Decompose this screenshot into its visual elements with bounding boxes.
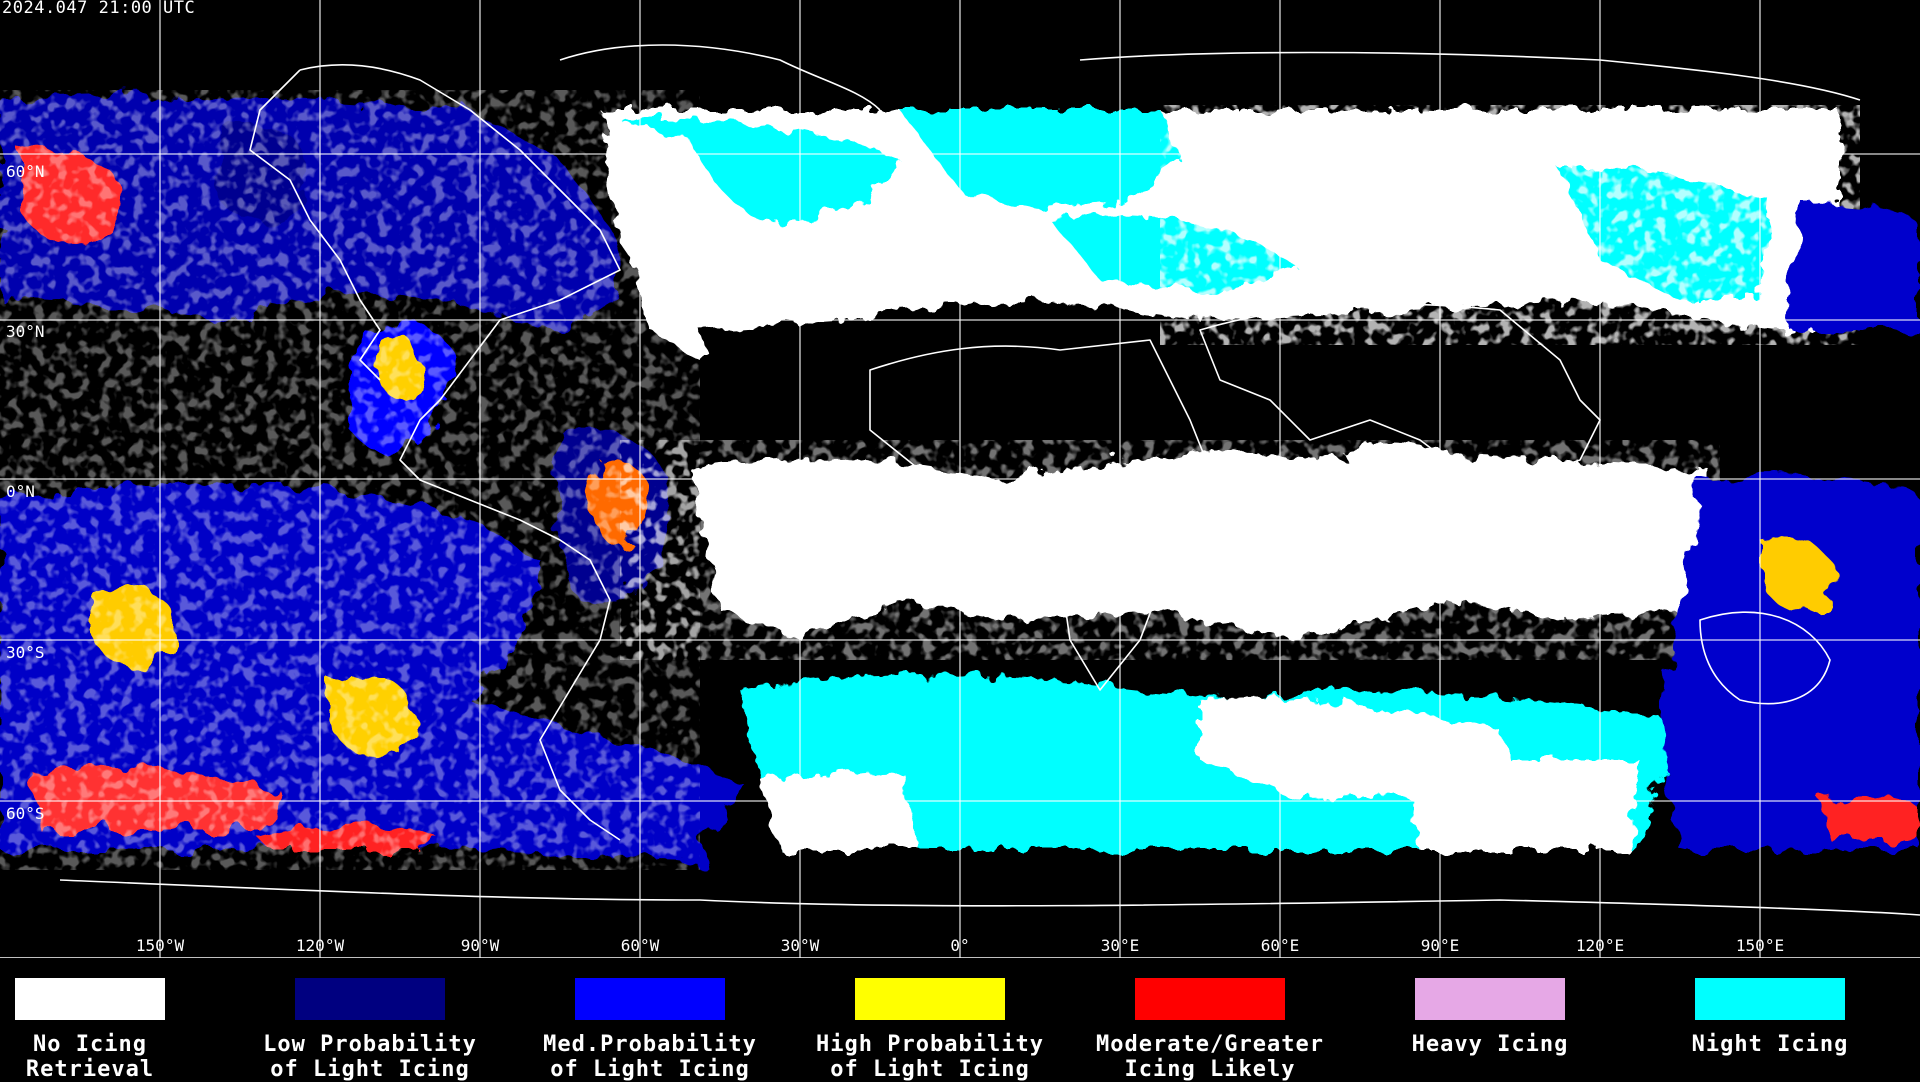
- legend-item-med-probability: Med.Probability of Light Icing: [510, 960, 790, 1082]
- lon-label-150e: 150°E: [1735, 936, 1785, 955]
- lon-label-0: 0°: [950, 936, 970, 955]
- legend-item-moderate-greater: Moderate/Greater Icing Likely: [1070, 960, 1350, 1082]
- legend-label-heavy-icing: Heavy Icing: [1411, 1032, 1569, 1057]
- legend-item-night-icing: Night Icing: [1630, 960, 1910, 1057]
- legend-swatch-night-icing: [1695, 978, 1845, 1020]
- legend-label-night-icing: Night Icing: [1691, 1032, 1849, 1057]
- legend-swatch-low-probability: [295, 978, 445, 1020]
- map-canvas: [0, 0, 1920, 958]
- lat-label-60n: 60°N: [6, 162, 45, 181]
- legend-item-high-probability: High Probability of Light Icing: [790, 960, 1070, 1082]
- legend-item-low-probability: Low Probability of Light Icing: [230, 960, 510, 1082]
- timestamp-label: 2024.047 21:00 UTC: [2, 0, 196, 18]
- legend-label-moderate-greater: Moderate/Greater Icing Likely: [1096, 1032, 1324, 1082]
- legend-label-high-probability: High Probability of Light Icing: [816, 1032, 1044, 1082]
- lon-label-150w: 150°W: [135, 936, 185, 955]
- lat-label-60s: 60°S: [6, 804, 45, 823]
- legend-label-no-icing: No Icing Retrieval: [25, 1032, 155, 1082]
- legend-swatch-high-probability: [855, 978, 1005, 1020]
- eastern-retrieval-field: [600, 105, 1920, 850]
- legend-swatch-heavy-icing: [1415, 978, 1565, 1020]
- lon-label-60e: 60°E: [1260, 936, 1300, 955]
- lon-label-30e: 30°E: [1100, 936, 1140, 955]
- lon-label-120w: 120°W: [295, 936, 345, 955]
- lat-label-30n: 30°N: [6, 322, 45, 341]
- lon-label-90w: 90°W: [460, 936, 500, 955]
- lon-label-120e: 120°E: [1575, 936, 1625, 955]
- icing-map: 2024.047 21:00 UTC 60°N 30°N 0°N 30°S 60…: [0, 0, 1920, 958]
- western-icing-field: [0, 90, 740, 870]
- lon-label-60w: 60°W: [620, 936, 660, 955]
- legend-swatch-moderate-greater: [1135, 978, 1285, 1020]
- lon-label-30w: 30°W: [780, 936, 820, 955]
- legend-label-med-probability: Med.Probability of Light Icing: [543, 1032, 757, 1082]
- lon-label-90e: 90°E: [1420, 936, 1460, 955]
- legend-swatch-med-probability: [575, 978, 725, 1020]
- lat-label-0n: 0°N: [6, 482, 35, 501]
- graticule: [0, 0, 1920, 958]
- legend-swatch-no-icing: [15, 978, 165, 1020]
- legend-item-no-icing: No Icing Retrieval: [0, 960, 230, 1082]
- coastlines: [59, 44, 1920, 916]
- legend-item-heavy-icing: Heavy Icing: [1350, 960, 1630, 1057]
- legend: No Icing Retrieval Low Probability of Li…: [0, 960, 1920, 1082]
- legend-label-low-probability: Low Probability of Light Icing: [263, 1032, 477, 1082]
- lat-label-30s: 30°S: [6, 643, 45, 662]
